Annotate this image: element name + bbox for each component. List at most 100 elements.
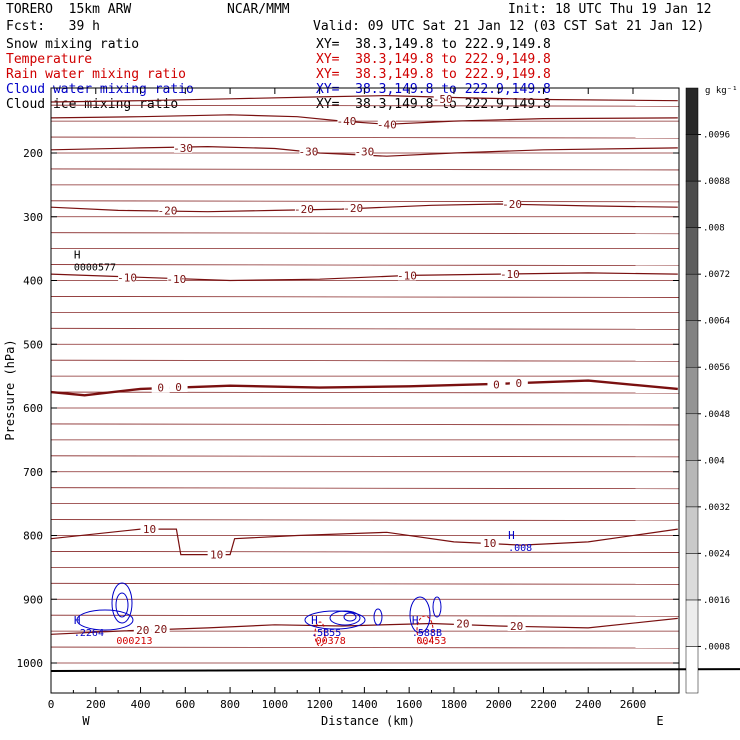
colorbar-label: .0016 [703, 596, 730, 606]
temperature-contour [50, 203, 678, 213]
cloud-contour [76, 609, 134, 631]
colorbar-label: .0024 [703, 549, 730, 559]
contour-label: -20 [502, 198, 522, 211]
x-tick-label: 200 [86, 698, 106, 711]
contour-label: -30 [173, 142, 193, 155]
isobar-line [50, 168, 680, 171]
colorbar: .0008 .0016 .0024 .0032 .004 .0048 .0056 .0064.… [685, 87, 730, 694]
contour-label: 20 [456, 617, 469, 630]
isobar-line [50, 359, 680, 362]
contour-label-bg [433, 92, 452, 104]
isobar-line [50, 582, 680, 585]
contour-label-bg [158, 204, 177, 216]
contour-label: 0 [493, 378, 500, 391]
contour-label-bg [503, 198, 522, 209]
x-axis: 0 200 400 600 800 1000 1200 1400 1600 1800 2000 220… [48, 88, 656, 711]
colorbar-swatch [685, 320, 699, 368]
contour-label-bg [507, 620, 526, 632]
cloud-contour [409, 596, 431, 634]
temperature-contour [50, 114, 678, 125]
contour-label-bg [480, 537, 499, 549]
field-temp-name: Temperature [6, 52, 93, 67]
x-tick-label: 2200 [530, 698, 557, 711]
contour-label: 10 [210, 549, 223, 562]
colorbar-label: .0088 [703, 177, 730, 187]
contour-label-bg [174, 141, 193, 153]
colorbar-swatch [685, 553, 699, 601]
temperature-contour [50, 528, 678, 556]
colorbar-label: .0008 [703, 642, 730, 652]
x-tick-label: 400 [131, 698, 151, 711]
contour-label-bg [167, 273, 186, 285]
colorbar-swatch [685, 366, 699, 415]
temperature-contour [50, 272, 678, 282]
colorbar-swatch [685, 506, 699, 554]
contour-label-bg [140, 523, 159, 535]
contour-label: 10 [483, 537, 496, 550]
header-init: Init: 18 UTC Thu 19 Jan 12 [508, 2, 712, 17]
cloud-contour [329, 610, 361, 626]
x-tick-label: 800 [220, 698, 240, 711]
plot-frame [50, 87, 680, 694]
field-snow-xy: XY= 38.3,149.8 to 222.9,149.8 [316, 37, 551, 52]
contour-label-bg [151, 623, 170, 635]
cloud-contour [343, 612, 357, 622]
y-tick-label: 500 [23, 338, 43, 351]
contour-label: 0 [157, 382, 164, 395]
contour-label: -30 [354, 146, 374, 159]
isobar-line [50, 104, 680, 107]
contour-label: -30 [298, 146, 318, 159]
x-tick-label: 0 [48, 698, 55, 711]
x-tick-label: 2400 [575, 698, 602, 711]
y-tick-label: 800 [23, 530, 43, 543]
contour-label: 0 [175, 381, 182, 394]
contour-labels: -50 -40 -40 -30 -30 -30 -20 -20 -20 -20 -10 -10 -10 -… [117, 92, 528, 637]
east-label: E [656, 714, 663, 728]
isobar-line [50, 391, 680, 394]
max-marker: H [508, 529, 515, 542]
colorbar-swatch [685, 413, 699, 461]
contour-label: -20 [343, 202, 363, 215]
header-center: NCAR/MMM [227, 2, 290, 17]
contour-label: -40 [377, 118, 397, 131]
cloud-contour [373, 608, 383, 626]
max-marker-value: .008 [508, 543, 532, 554]
max-marker-value: .588B [412, 628, 442, 639]
colorbar-label: .008 [703, 224, 725, 234]
west-label: W [82, 714, 90, 728]
field-cloudice-xy: XY= 38.3,149.8 to 222.9,149.8 [316, 97, 551, 112]
x-axis-title: Distance (km) [321, 714, 415, 728]
contour-label-bg [133, 623, 152, 635]
max-marker-value: 00453 [416, 636, 446, 647]
contour-label-bg [377, 118, 396, 130]
y-tick-label: 700 [23, 466, 43, 479]
x-tick-label: 1200 [306, 698, 333, 711]
cloud-contours [76, 582, 442, 647]
max-marker-value: 0000577 [74, 263, 116, 274]
field-cloudwater-xy: XY= 38.3,149.8 to 222.9,149.8 [316, 82, 551, 97]
field-temp-xy: XY= 38.3,149.8 to 222.9,149.8 [316, 52, 551, 67]
contour-label: -10 [500, 268, 520, 281]
cloud-contour [115, 592, 129, 618]
contour-label-bg [151, 381, 170, 393]
contour-label-bg [509, 377, 528, 389]
isobar-line [50, 614, 680, 617]
contour-label-bg [344, 201, 363, 213]
isobar-line [50, 423, 680, 426]
contour-label: -10 [166, 273, 186, 286]
colorbar-label: .004 [703, 456, 725, 466]
y-tick-label: 400 [23, 275, 43, 288]
colorbar-swatch [685, 646, 699, 694]
y-axis-title: Pressure (hPa) [3, 339, 17, 440]
colorbar-label: .0064 [703, 317, 730, 327]
cloud-contour [416, 615, 434, 645]
contour-label: -20 [294, 203, 314, 216]
x-tick-label: 2000 [485, 698, 512, 711]
max-marker: H [311, 614, 318, 627]
y-tick-label: 200 [23, 147, 43, 160]
max-marker-value: .2264 [74, 628, 104, 639]
contour-label-bg [118, 271, 137, 283]
contour-label: 20 [154, 623, 167, 636]
